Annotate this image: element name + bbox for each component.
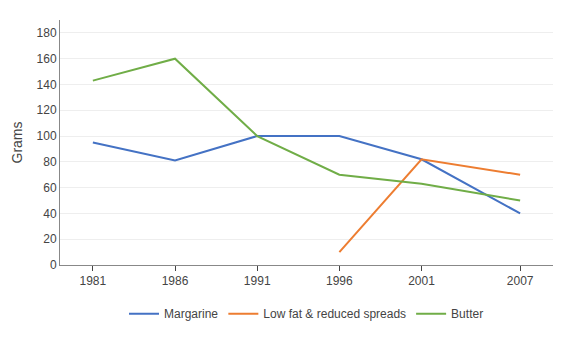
svg-text:1996: 1996 bbox=[326, 274, 353, 288]
svg-text:Margarine: Margarine bbox=[164, 307, 218, 321]
svg-text:20: 20 bbox=[43, 232, 57, 246]
svg-text:160: 160 bbox=[37, 52, 57, 66]
svg-text:120: 120 bbox=[37, 103, 57, 117]
svg-text:60: 60 bbox=[43, 181, 57, 195]
svg-text:2001: 2001 bbox=[408, 274, 435, 288]
svg-text:Grams: Grams bbox=[9, 122, 25, 164]
svg-text:Low fat & reduced spreads: Low fat & reduced spreads bbox=[263, 307, 406, 321]
svg-text:40: 40 bbox=[43, 207, 57, 221]
svg-text:Butter: Butter bbox=[451, 307, 483, 321]
svg-text:0: 0 bbox=[50, 258, 57, 272]
svg-text:2007: 2007 bbox=[507, 274, 534, 288]
svg-text:1991: 1991 bbox=[244, 274, 271, 288]
svg-text:80: 80 bbox=[43, 155, 57, 169]
svg-text:100: 100 bbox=[37, 129, 57, 143]
svg-text:140: 140 bbox=[37, 78, 57, 92]
svg-text:1981: 1981 bbox=[80, 274, 107, 288]
svg-text:180: 180 bbox=[37, 26, 57, 40]
svg-text:1986: 1986 bbox=[162, 274, 189, 288]
